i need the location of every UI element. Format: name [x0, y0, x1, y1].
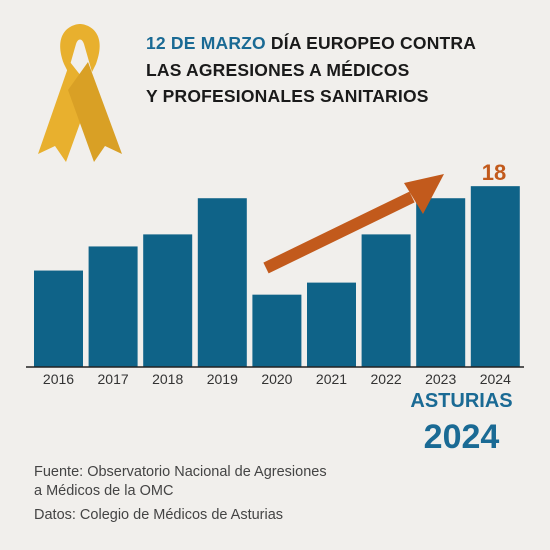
x-tick-label-2024: 2024	[480, 371, 511, 387]
highlight-value-label: 18	[482, 160, 506, 185]
title-line-2: LAS AGRESIONES A MÉDICOS	[146, 59, 410, 80]
awareness-ribbon-icon	[38, 24, 122, 162]
bar-chart: 2016 2017 2018 2019 2020 2021 2022 2023 2024 18	[26, 160, 524, 387]
title-date: 12 DE MARZO	[146, 33, 266, 53]
bar-2017	[88, 246, 138, 367]
source-line-1: Fuente: Observatorio Nacional de Agresio…	[34, 464, 327, 480]
bar-2022	[361, 234, 411, 367]
title-line-1: DÍA EUROPEO CONTRA	[270, 33, 477, 53]
x-tick-label-2021: 2021	[316, 371, 347, 387]
bar-2019	[197, 198, 247, 367]
x-tick-label-2018: 2018	[152, 371, 183, 387]
year-label: 2024	[423, 418, 500, 456]
x-tick-label-2019: 2019	[207, 371, 238, 387]
bar-2021	[307, 282, 356, 367]
x-tick-label-2023: 2023	[425, 371, 456, 387]
bar-2023	[416, 198, 466, 367]
bar-2020	[252, 294, 302, 367]
bar-2016	[34, 270, 83, 367]
region-label: ASTURIAS	[410, 390, 513, 412]
x-tick-label-2020: 2020	[261, 371, 292, 387]
source-line-2: a Médicos de la OMC	[34, 483, 174, 499]
bar-2024	[470, 186, 520, 367]
x-tick-label-2016: 2016	[43, 371, 74, 387]
title-line-3: Y PROFESIONALES SANITARIOS	[146, 86, 429, 106]
chart-title: 12 DE MARZO DÍA EUROPEO CONTRA LAS AGRES…	[146, 30, 476, 110]
source-line-3: Datos: Colegio de Médicos de Asturias	[34, 507, 284, 523]
trend-arrow-icon	[263, 174, 444, 274]
x-tick-label-2022: 2022	[371, 371, 402, 387]
bar-2018	[143, 234, 193, 367]
x-tick-label-2017: 2017	[98, 371, 129, 387]
